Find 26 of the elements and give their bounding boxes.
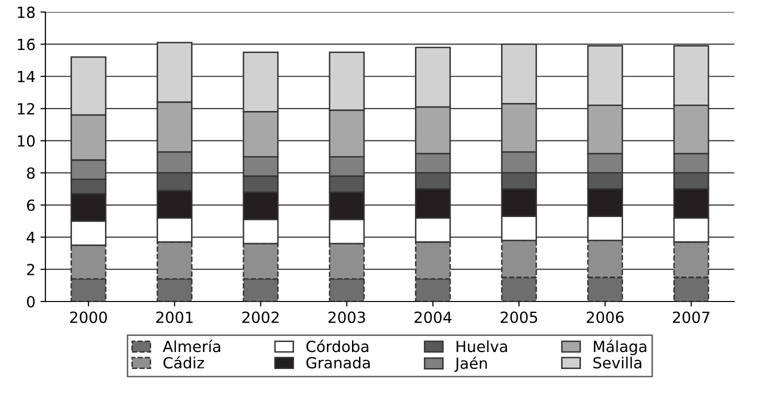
legend-label: Sevilla bbox=[593, 356, 642, 369]
legend-label: Granada bbox=[306, 356, 370, 369]
x-tick-label: 2006 bbox=[586, 311, 624, 324]
x-tick-label: 2004 bbox=[414, 311, 452, 324]
x-tick-label: 2007 bbox=[672, 311, 710, 324]
legend-label: Huelva bbox=[456, 340, 507, 352]
y-tick-label: 4 bbox=[26, 232, 35, 243]
x-tick-label: 2001 bbox=[156, 311, 193, 324]
y-tick-label: 12 bbox=[18, 103, 34, 114]
legend-label: Jaén bbox=[454, 356, 487, 372]
y-tick-label: 16 bbox=[18, 38, 35, 50]
y-tick-label: 2 bbox=[27, 264, 34, 276]
y-tick-label: 6 bbox=[27, 199, 35, 212]
x-tick-label: 2002 bbox=[242, 311, 279, 324]
x-tick-label: 2000 bbox=[70, 311, 107, 324]
y-tick-label: 18 bbox=[18, 6, 35, 18]
legend-label: Cádiz bbox=[164, 356, 204, 369]
legend-label: Córdoba bbox=[306, 340, 368, 352]
legend-label: Málaga bbox=[594, 340, 646, 356]
y-tick-label: 8 bbox=[27, 167, 35, 179]
x-tick-label: 2003 bbox=[328, 311, 366, 324]
y-tick-label: 10 bbox=[18, 135, 35, 147]
y-tick-label: 14 bbox=[18, 71, 35, 82]
y-tick-label: 0 bbox=[26, 296, 35, 308]
x-tick-label: 2005 bbox=[500, 311, 538, 324]
legend-label: Almería bbox=[162, 340, 220, 352]
